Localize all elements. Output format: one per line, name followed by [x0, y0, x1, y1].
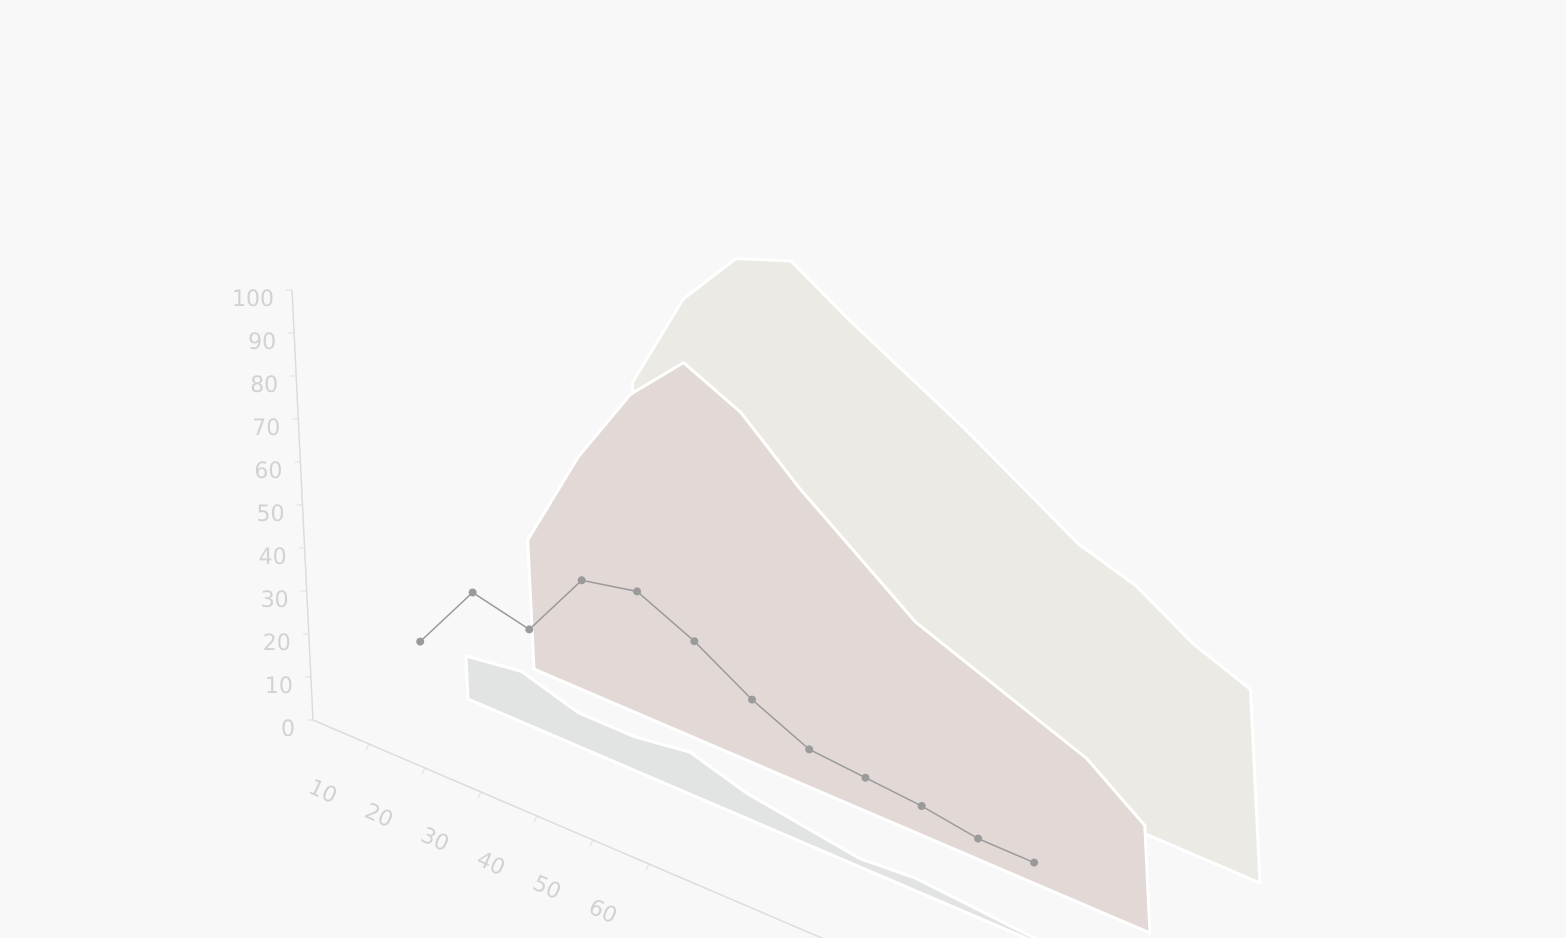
marker: [974, 834, 983, 843]
y-tick-label: 90: [248, 330, 276, 355]
y-tick-label: 50: [257, 502, 285, 527]
x-tick: [421, 767, 426, 775]
x-axis: [312, 719, 824, 938]
area: [631, 257, 1262, 885]
y-tick-label: 40: [259, 545, 287, 570]
marker: [805, 745, 814, 754]
x-tick-label: 50: [529, 871, 565, 905]
y-tick-label: 20: [263, 631, 291, 656]
y-tick-label: 100: [232, 287, 274, 312]
marker: [861, 773, 870, 782]
marker: [633, 587, 642, 596]
x-tick: [365, 743, 370, 751]
marker: [917, 802, 926, 810]
marker: [690, 637, 699, 646]
y-tick-label: 0: [281, 717, 295, 742]
y-tick-label: 70: [252, 416, 280, 441]
marker: [416, 637, 425, 646]
y-tick-label: 60: [254, 459, 282, 484]
x-tick-label: 30: [417, 823, 453, 857]
x-tick: [533, 815, 538, 823]
line: [419, 579, 1035, 864]
marker: [468, 588, 477, 597]
marker: [748, 695, 757, 704]
x-tick-label: 60: [585, 895, 621, 929]
marker: [525, 625, 534, 634]
area: [464, 654, 1040, 938]
marker: [1030, 858, 1039, 867]
x-tick: [477, 791, 482, 799]
area: [526, 361, 1152, 935]
y-tick-label: 10: [265, 674, 293, 699]
marker: [577, 576, 586, 585]
x-tick-label: 20: [361, 799, 397, 833]
x-tick-label: 10: [305, 775, 341, 809]
x-tick: [645, 863, 650, 871]
y-tick-label: 80: [250, 373, 278, 398]
x-tick-label: 40: [473, 847, 509, 881]
y-tick-label: 30: [261, 588, 289, 613]
x-tick: [589, 839, 594, 847]
